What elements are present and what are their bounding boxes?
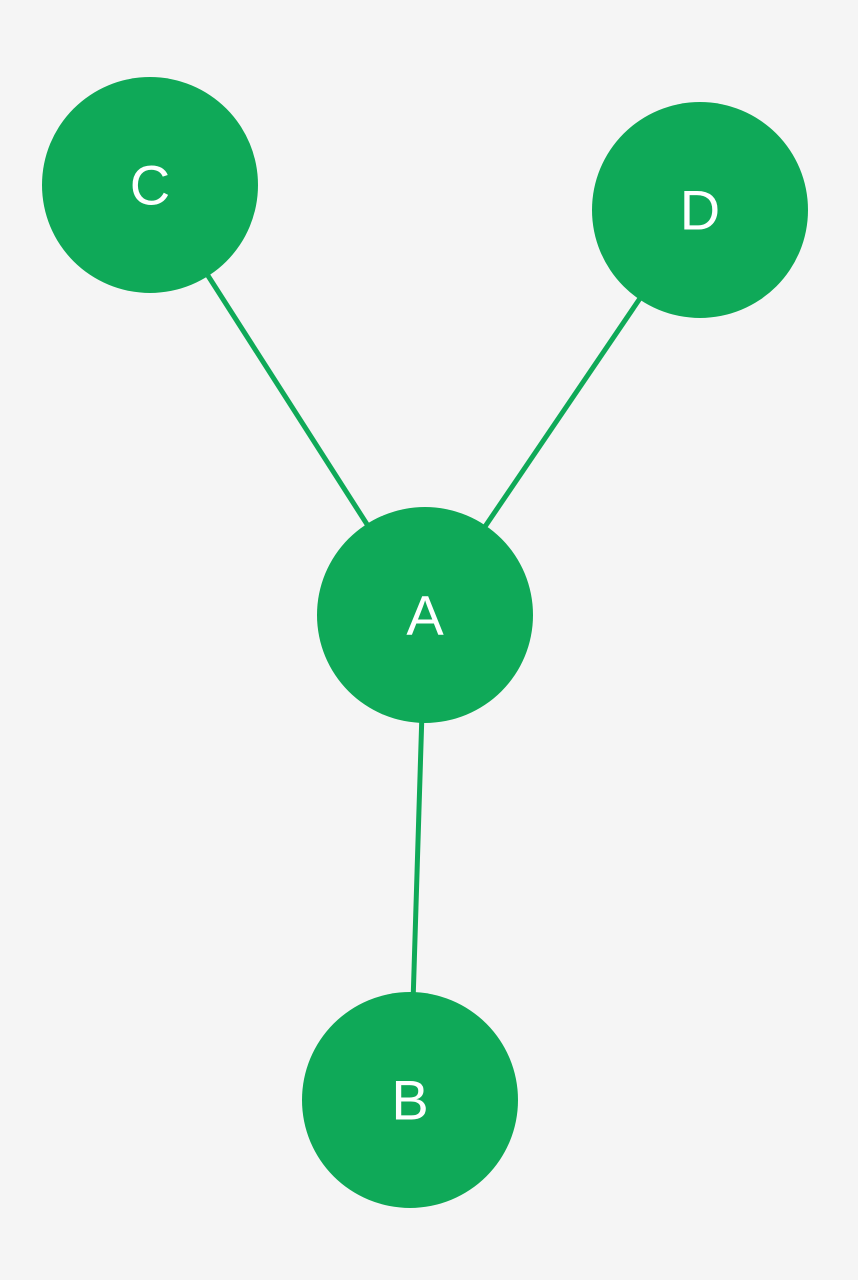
node-C: C xyxy=(42,77,258,293)
node-A: A xyxy=(317,507,533,723)
node-label-C: C xyxy=(130,154,170,217)
node-label-D: D xyxy=(680,179,720,242)
node-label-B: B xyxy=(391,1069,428,1132)
node-D: D xyxy=(592,102,808,318)
network-graph: A B C D xyxy=(0,0,858,1280)
node-label-A: A xyxy=(406,584,444,647)
node-B: B xyxy=(302,992,518,1208)
